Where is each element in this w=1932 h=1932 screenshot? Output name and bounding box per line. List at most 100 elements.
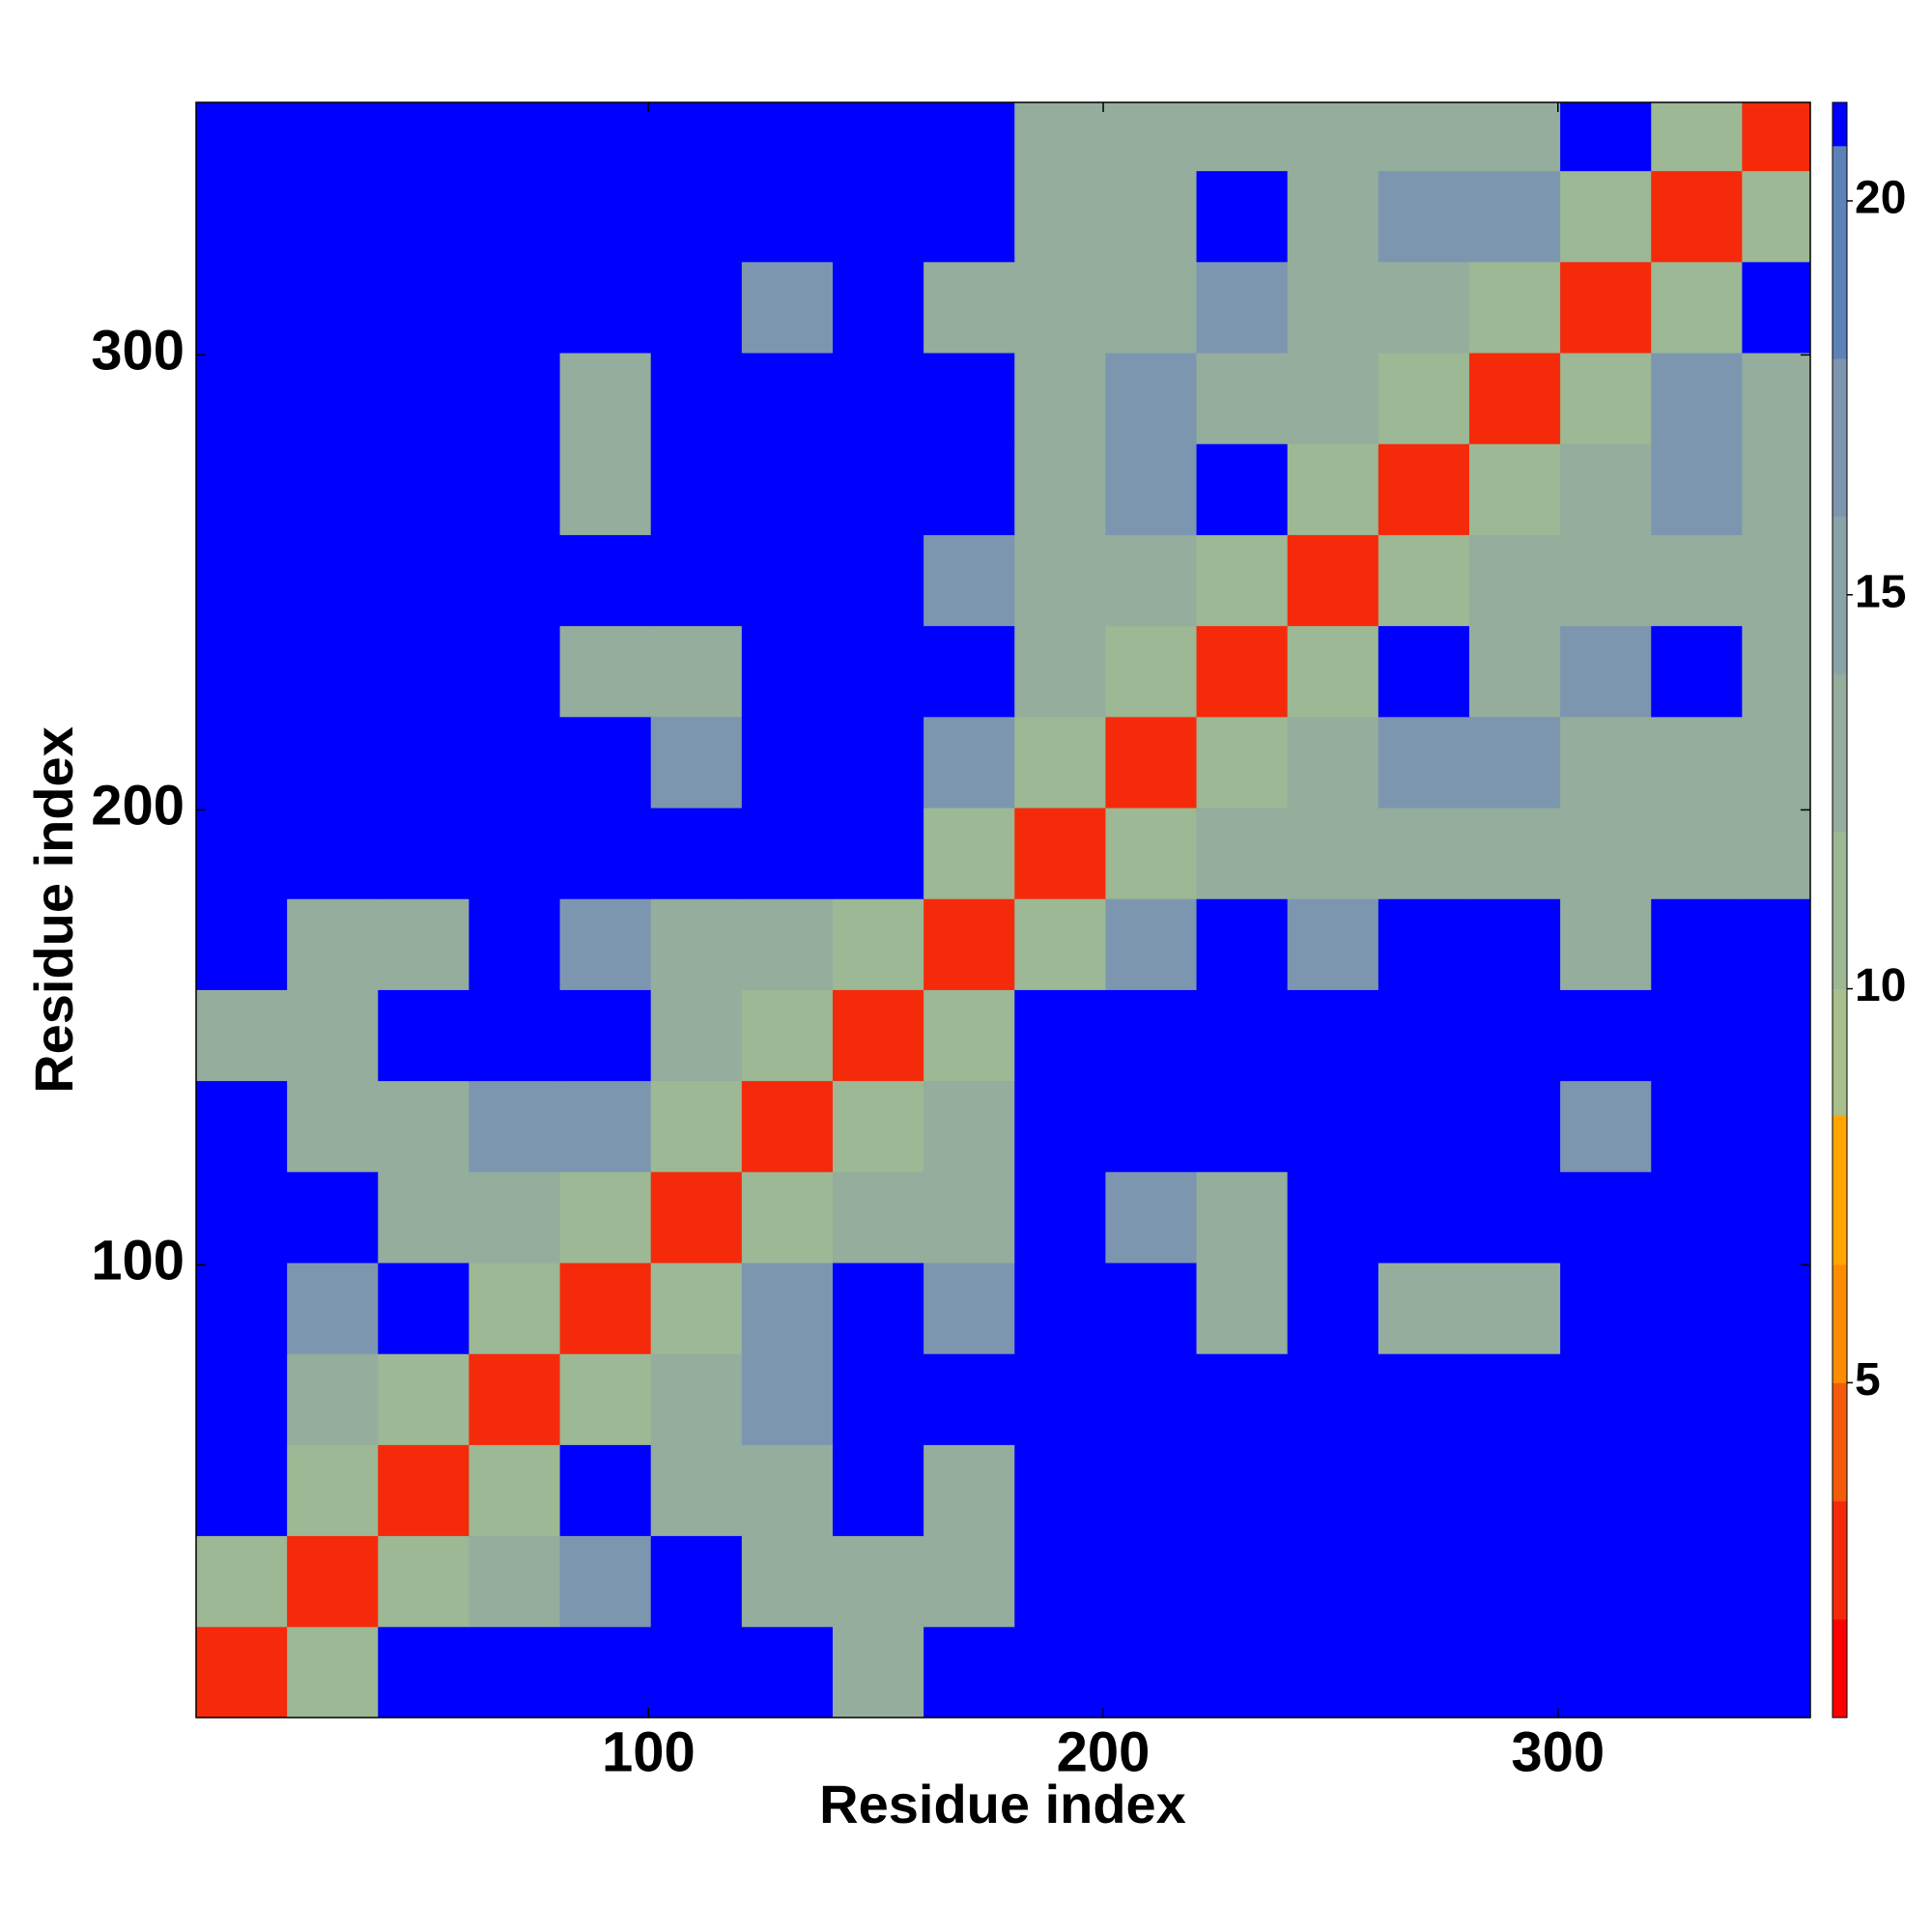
heatmap-cell (1651, 102, 1743, 172)
heatmap-cell (1105, 534, 1198, 627)
heatmap-cell (378, 1080, 469, 1173)
y-axis-label: Residue index (23, 726, 84, 1094)
heatmap-cell (1651, 1535, 1743, 1628)
heatmap-cell (1742, 716, 1810, 809)
heatmap-cell (559, 808, 652, 899)
heatmap-cell (1287, 1263, 1379, 1354)
heatmap-cell (1560, 261, 1652, 354)
heatmap-cell (1105, 1444, 1198, 1537)
heatmap-cell (1378, 1535, 1470, 1628)
heatmap-cell (832, 1171, 924, 1264)
heatmap-cell (1105, 808, 1198, 899)
y-tick-label: 300 (91, 320, 185, 383)
heatmap-cell (1651, 716, 1743, 809)
heatmap-cell (559, 898, 652, 990)
y-tick-label: 100 (91, 1230, 185, 1293)
colorbar-segment (1833, 988, 1847, 1116)
heatmap-cell (1468, 1444, 1561, 1537)
heatmap-cell (1560, 170, 1652, 263)
heatmap-cell (741, 1626, 834, 1718)
heatmap-cell (1651, 1444, 1743, 1537)
heatmap-cell (1468, 443, 1561, 535)
heatmap-cell (650, 170, 743, 263)
heatmap-cell (1560, 102, 1652, 172)
heatmap-cell (923, 989, 1015, 1082)
heatmap-cell (287, 1626, 379, 1718)
heatmap-cell (196, 1080, 288, 1173)
heatmap-cell (1378, 102, 1470, 172)
heatmap-cell (559, 989, 652, 1082)
heatmap-cell (1014, 1353, 1106, 1445)
heatmap-cell (1742, 1080, 1810, 1173)
heatmap-cell (1287, 989, 1379, 1082)
heatmap-cell (1196, 1080, 1289, 1173)
heatmap-cell (1105, 716, 1198, 809)
heatmap-cell (469, 353, 561, 444)
heatmap-cell (1105, 353, 1198, 444)
heatmap-cell (923, 1353, 1015, 1445)
colorbar-segment (1833, 1264, 1847, 1383)
heatmap-cell (1287, 1080, 1379, 1173)
heatmap-cell (378, 102, 469, 172)
heatmap-cell (832, 443, 924, 535)
heatmap-cell (1014, 1444, 1106, 1537)
heatmap-cell (1651, 261, 1743, 354)
colorbar-segment (1833, 1619, 1847, 1719)
heatmap-cell (196, 534, 288, 627)
heatmap-cell (923, 898, 1015, 990)
heatmap-cell (1651, 625, 1743, 718)
heatmap-cell (741, 102, 834, 172)
heatmap-cell (559, 716, 652, 809)
colorbar-tick-label: 10 (1855, 960, 1906, 1011)
heatmap-cell (1287, 1353, 1379, 1445)
heatmap-cell (923, 1626, 1015, 1718)
heatmap-cell (378, 1444, 469, 1537)
heatmap-cell (1378, 353, 1470, 444)
heatmap-cell (1378, 625, 1470, 718)
heatmap-cell (923, 261, 1015, 354)
heatmap-cell (469, 1535, 561, 1628)
heatmap-cell (1651, 808, 1743, 899)
heatmap-cell (559, 1535, 652, 1628)
heatmap-cell (650, 1353, 743, 1445)
heatmap-cell (741, 1263, 834, 1354)
heatmap-cell (196, 716, 288, 809)
heatmap-cell (287, 102, 379, 172)
heatmap-cell (287, 716, 379, 809)
heatmap-cell (378, 1626, 469, 1718)
heatmap-cell (1468, 716, 1561, 809)
heatmap-cell (1196, 808, 1289, 899)
heatmap-cell (1468, 1263, 1561, 1354)
heatmap-cell (287, 808, 379, 899)
heatmap-cell (1105, 1626, 1198, 1718)
heatmap-cell (196, 1535, 288, 1628)
heatmap-cell (1468, 1353, 1561, 1445)
heatmap-cell (1560, 1444, 1652, 1537)
heatmap-cell (1468, 625, 1561, 718)
heatmap (196, 102, 1810, 1718)
heatmap-cell (1105, 898, 1198, 990)
heatmap-cell (741, 898, 834, 990)
heatmap-cell (469, 716, 561, 809)
heatmap-cell (1105, 625, 1198, 718)
y-tick-label: 200 (91, 775, 185, 838)
heatmap-cell (650, 716, 743, 809)
heatmap-cell (1651, 989, 1743, 1082)
heatmap-cell (1014, 443, 1106, 535)
heatmap-cell (1378, 1353, 1470, 1445)
heatmap-cell (469, 989, 561, 1082)
heatmap-cell (1014, 989, 1106, 1082)
heatmap-cell (1468, 808, 1561, 899)
heatmap-cell (1196, 1353, 1289, 1445)
heatmap-cell (923, 353, 1015, 444)
heatmap-cell (650, 1080, 743, 1173)
heatmap-cell (832, 261, 924, 354)
heatmap-cell (1742, 443, 1810, 535)
heatmap-cell (196, 808, 288, 899)
heatmap-cell (741, 625, 834, 718)
heatmap-cell (1560, 534, 1652, 627)
heatmap-cell (832, 1263, 924, 1354)
heatmap-cell (1196, 898, 1289, 990)
heatmap-cell (196, 1353, 288, 1445)
heatmap-cell (1378, 1080, 1470, 1173)
